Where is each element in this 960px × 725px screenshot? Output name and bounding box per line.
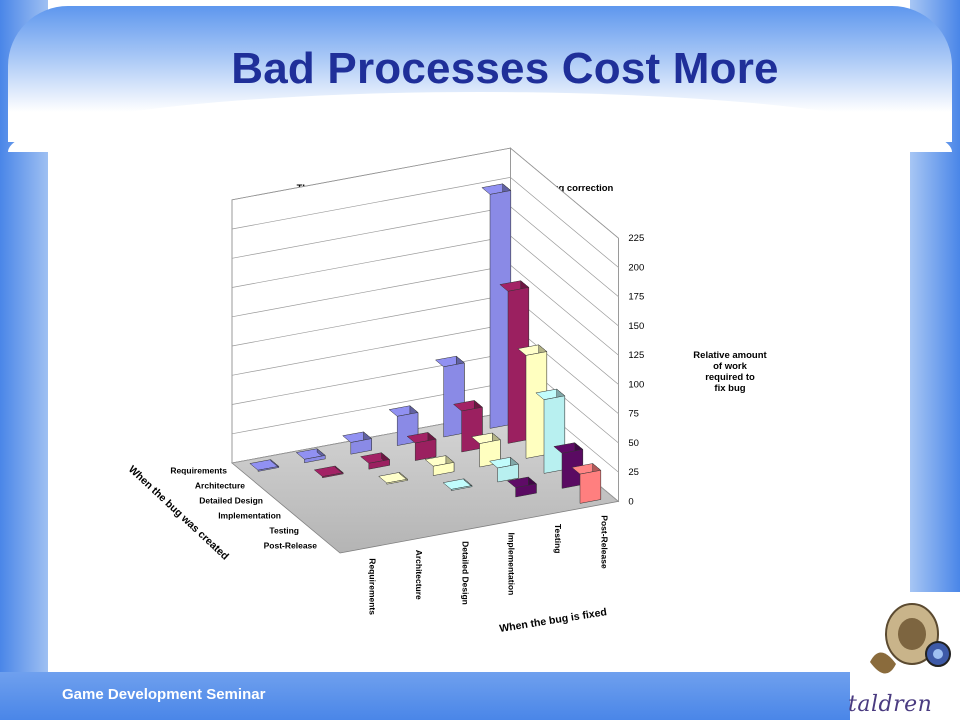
bar: [424, 455, 455, 476]
bar-front: [432, 462, 455, 476]
y-axis-category-labels: Requirements Architecture Detailed Design I…: [170, 466, 317, 551]
logo-emblem-icon: [870, 603, 951, 674]
y-category-label: Implementation: [218, 511, 281, 521]
gridline: [231, 177, 619, 268]
bar: [406, 431, 437, 461]
footer-text: Game Development Seminar: [62, 686, 266, 703]
bar: [378, 471, 409, 485]
z-tick-label: 25: [628, 467, 639, 478]
bar: [517, 344, 548, 459]
bar: [535, 388, 566, 474]
z-tick-label: 200: [628, 262, 644, 273]
logo-wordmark: taldren: [848, 692, 933, 717]
bar-front: [350, 438, 372, 455]
x-axis-title: When the bug is fixed: [499, 606, 608, 635]
chart-bars: [249, 183, 602, 504]
z-tick-label: 225: [628, 233, 644, 244]
bar-front: [386, 478, 408, 485]
bar: [249, 459, 280, 472]
x-category-label: Implementation: [507, 533, 517, 596]
bar-front: [414, 438, 437, 461]
z-tick-label: 125: [628, 350, 644, 361]
bar-front: [497, 463, 519, 483]
y-category-label: Requirements: [170, 466, 227, 476]
x-category-label: Requirements: [368, 558, 378, 615]
z-tick-label: 100: [628, 379, 644, 390]
x-category-label: Architecture: [414, 550, 424, 600]
bar: [488, 456, 519, 483]
bar-front: [579, 470, 602, 504]
bar-front: [461, 406, 483, 453]
z-axis-title-line-4: fix bug: [714, 383, 745, 394]
chart-walls: [231, 147, 620, 554]
y-category-label: Testing: [269, 526, 299, 536]
z-tick-label: 175: [628, 292, 644, 303]
bar: [506, 476, 537, 498]
bar-front: [368, 459, 390, 470]
bar-front: [443, 362, 465, 438]
bar: [360, 452, 391, 470]
bar-front: [561, 449, 584, 489]
y-category-label: Post-Release: [264, 541, 318, 551]
bar: [571, 462, 602, 504]
bar-front: [507, 287, 530, 444]
slide-title: Bad Processes Cost More: [231, 44, 779, 93]
z-tick-label: 50: [628, 438, 639, 449]
bar: [342, 431, 373, 455]
bar-front: [543, 395, 566, 474]
x-category-label: Testing: [553, 524, 563, 554]
z-axis-title-line-1: Relative amount: [693, 350, 767, 361]
bar-front: [450, 485, 473, 491]
bar-front: [489, 190, 512, 429]
y-category-label: Detailed Design: [199, 496, 263, 506]
bar-front: [257, 466, 280, 472]
bar-front: [304, 455, 326, 464]
bar: [442, 478, 473, 491]
bar-front: [525, 351, 548, 459]
z-axis-title-line-3: required to: [705, 372, 755, 383]
z-tick-label: 150: [628, 321, 644, 332]
gridline: [231, 147, 619, 239]
taldren-logo: [850, 592, 960, 720]
x-category-label: Detailed Design: [460, 541, 470, 605]
footer-bar: [0, 672, 910, 720]
bar-front: [515, 483, 537, 498]
bar-front: [322, 472, 344, 479]
bar: [313, 465, 344, 479]
y-axis-title: When the bug was created: [126, 463, 231, 562]
z-tick-label: 75: [628, 409, 639, 420]
y-category-label: Architecture: [195, 481, 245, 491]
z-axis-title-line-2: of work: [713, 361, 747, 372]
z-axis-tick-labels: 0 25 50 75 100 125 150 175 200 225: [628, 233, 644, 507]
bar: [295, 448, 326, 464]
z-tick-label: 0: [628, 496, 633, 507]
x-axis-category-labels: Requirements Architecture Detailed Design I…: [368, 515, 610, 615]
x-category-label: Post-Release: [600, 515, 610, 569]
